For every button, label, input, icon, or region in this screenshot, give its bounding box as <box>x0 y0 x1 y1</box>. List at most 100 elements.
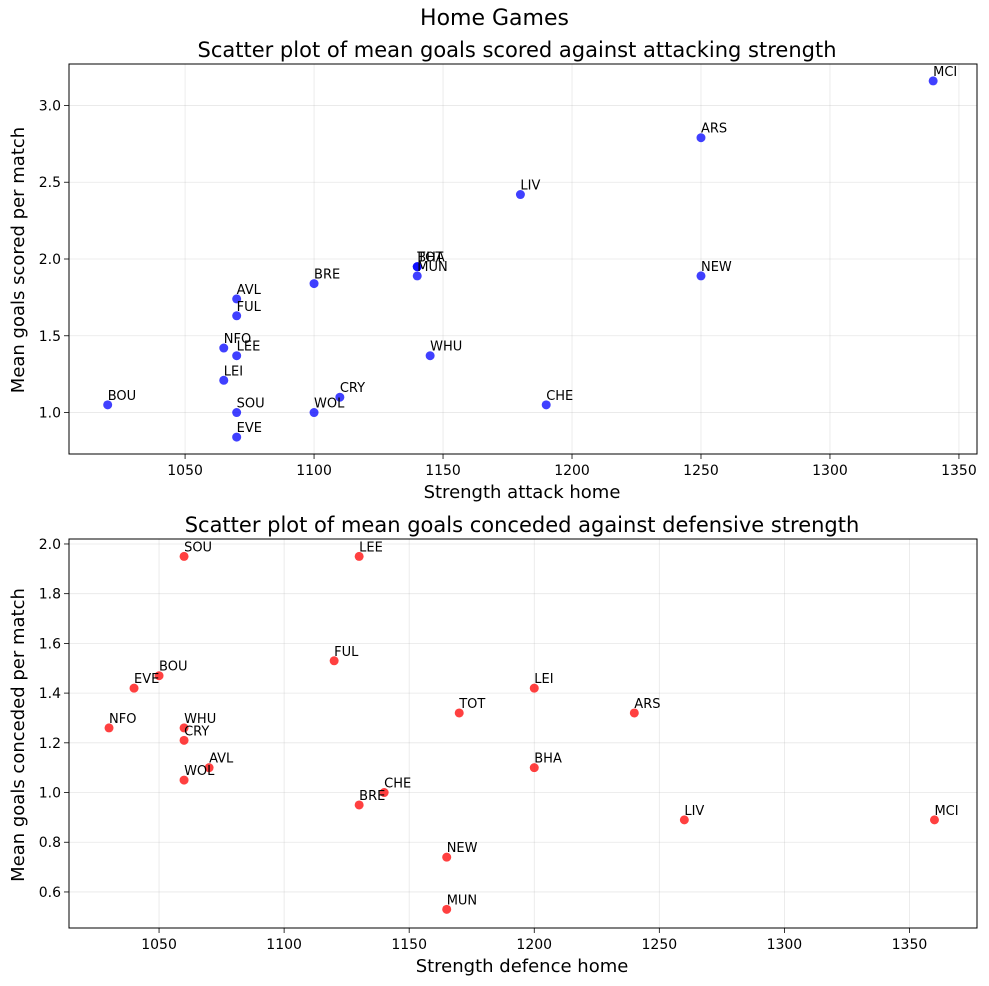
y-tick-label-defence: 2.0 <box>39 537 61 553</box>
scatter-plot-defence: Scatter plot of mean goals conceded agai… <box>8 513 978 977</box>
point-label-mun: MUN <box>417 260 447 275</box>
data-point-bou <box>103 400 113 410</box>
data-point-liv <box>679 815 689 825</box>
point-label-mun: MUN <box>447 893 477 908</box>
data-point-mun <box>442 904 452 914</box>
point-label-ars: ARS <box>634 697 660 712</box>
point-label-bou: BOU <box>159 660 187 675</box>
x-tick-label-attack: 1250 <box>683 463 719 479</box>
data-point-new <box>696 271 706 281</box>
y-tick-label-attack: 3.0 <box>39 98 61 114</box>
y-tick-label-defence: 1.0 <box>39 786 61 802</box>
point-label-cry: CRY <box>340 381 365 396</box>
point-label-sou: SOU <box>237 397 265 412</box>
data-point-eve <box>129 683 139 693</box>
data-point-avl <box>204 763 214 773</box>
data-point-mun <box>412 271 422 281</box>
axes-frame-defence <box>68 538 978 929</box>
y-tick-label-defence: 1.6 <box>39 636 61 652</box>
point-label-whu: WHU <box>430 340 462 355</box>
data-point-sou <box>232 408 242 418</box>
grid-defence <box>69 539 977 928</box>
point-label-wol: WOL <box>184 764 215 779</box>
point-label-mci: MCI <box>933 65 957 80</box>
data-point-tot <box>454 708 464 718</box>
x-tick-label-defence: 1250 <box>642 937 678 953</box>
x-tick-label-attack: 1350 <box>941 463 977 479</box>
y-tick-label-attack: 1.5 <box>39 329 61 345</box>
data-point-cry <box>335 392 345 402</box>
y-axis-title-defence: Mean goals conceded per match <box>8 588 29 882</box>
y-ticks-defence: 0.6 0.8 1.0 1.2 1.4 1.6 1.8 2.0 <box>39 537 69 901</box>
data-point-bou <box>154 671 164 681</box>
y-tick-label-attack: 2.0 <box>39 252 61 268</box>
data-point-bha <box>529 763 539 773</box>
data-point-whu <box>179 723 189 733</box>
x-tick-label-defence: 1150 <box>391 937 427 953</box>
x-axis-title-defence: Strength defence home <box>416 956 629 977</box>
point-label-liv: LIV <box>520 179 540 194</box>
data-point-cry <box>179 735 189 745</box>
data-point-avl <box>232 294 242 304</box>
y-tick-label-defence: 1.2 <box>39 736 61 752</box>
y-tick-label-defence: 1.4 <box>39 686 61 702</box>
grid-attack <box>69 64 977 454</box>
point-label-sou: SOU <box>184 540 212 555</box>
data-point-whu <box>425 351 435 361</box>
point-label-ars: ARS <box>701 122 727 137</box>
point-label-avl: AVL <box>209 752 234 767</box>
data-point-liv <box>515 190 525 200</box>
point-label-lee: LEE <box>237 340 261 355</box>
data-point-bha <box>412 262 422 272</box>
data-point-bre <box>354 800 364 810</box>
x-tick-label-attack: 1300 <box>812 463 848 479</box>
data-point-sou <box>179 551 189 561</box>
point-label-ful: FUL <box>237 300 262 315</box>
y-tick-label-attack: 2.5 <box>39 175 61 191</box>
point-label-eve: EVE <box>134 672 159 687</box>
data-point-nfo <box>104 723 114 733</box>
x-tick-label-attack: 1200 <box>554 463 590 479</box>
point-label-lee: LEE <box>359 540 383 555</box>
point-label-new: NEW <box>447 841 478 856</box>
point-label-bha: BHA <box>534 752 562 767</box>
x-tick-label-attack: 1100 <box>296 463 332 479</box>
data-point-wol <box>309 408 319 418</box>
point-label-ful: FUL <box>334 645 359 660</box>
point-label-wol: WOL <box>314 397 345 412</box>
point-label-new: NEW <box>701 260 732 275</box>
data-point-lei <box>529 683 539 693</box>
point-label-lei: LEI <box>224 364 243 379</box>
x-tick-label-defence: 1050 <box>141 937 177 953</box>
point-label-nfo: NFO <box>109 712 136 727</box>
point-label-bre: BRE <box>314 268 340 283</box>
x-tick-label-defence: 1100 <box>266 937 302 953</box>
point-label-tot: TOT <box>458 697 485 712</box>
point-label-eve: EVE <box>237 421 262 436</box>
point-label-bou: BOU <box>108 389 136 404</box>
y-ticks-attack: 1.0 1.5 2.0 2.5 3.0 <box>39 98 69 422</box>
data-point-lee <box>354 551 364 561</box>
point-label-whu: WHU <box>184 712 216 727</box>
data-point-new <box>442 852 452 862</box>
data-point-ful <box>232 311 242 321</box>
x-tick-label-defence: 1300 <box>767 937 803 953</box>
data-point-che <box>541 400 551 410</box>
x-ticks-attack: 1050 1100 1150 1200 1250 1300 1350 <box>167 454 977 479</box>
plot-title-defence: Scatter plot of mean goals conceded agai… <box>185 513 860 537</box>
y-tick-label-defence: 0.6 <box>39 885 61 901</box>
data-point-wol <box>179 775 189 785</box>
x-ticks-defence: 1050 1100 1150 1200 1250 1300 1350 <box>141 928 927 953</box>
y-tick-label-attack: 1.0 <box>39 406 61 422</box>
x-tick-label-defence: 1200 <box>516 937 552 953</box>
y-axis-title-attack: Mean goals scored per match <box>8 127 29 393</box>
data-point-bre <box>309 279 319 289</box>
point-label-tot: TOT <box>416 251 443 266</box>
data-point-che <box>379 788 389 798</box>
point-label-che: CHE <box>384 777 411 792</box>
y-tick-label-defence: 1.8 <box>39 587 61 603</box>
